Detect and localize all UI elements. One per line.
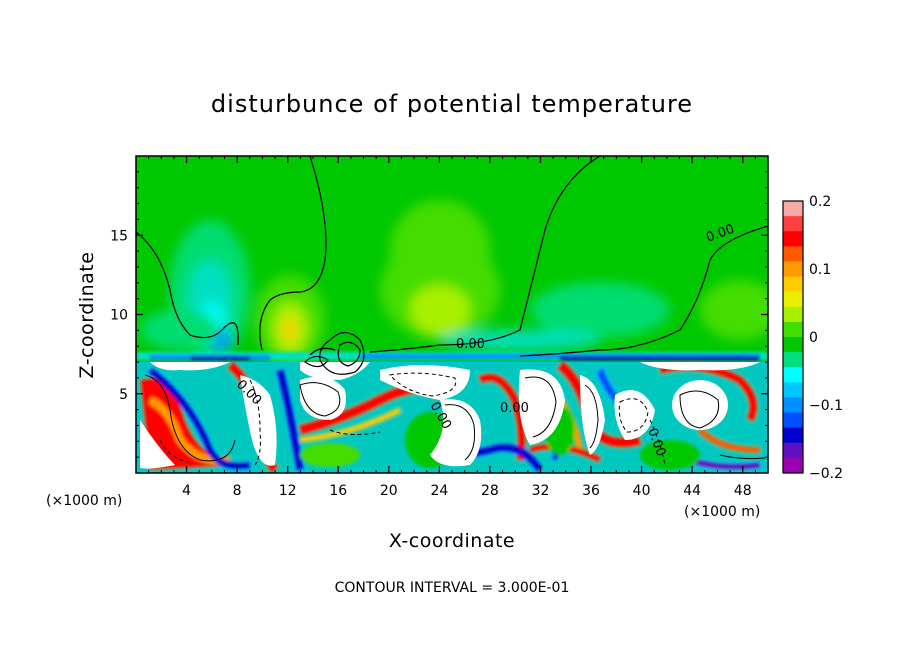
colorbar-swatch: [783, 397, 803, 414]
x-tick-label: 16: [329, 483, 347, 499]
colorbar-tick-label: −0.2: [809, 466, 843, 482]
colorbar-swatch: [783, 442, 803, 459]
colorbar-frame: [782, 200, 804, 474]
colorbar-swatch: [783, 427, 803, 444]
x-axis: 4 8 12 16 20 24 28 32 36 40 44 48: [148, 156, 756, 499]
colorbar-tick-label: 0.1: [809, 262, 831, 278]
x-tick-label: 4: [182, 483, 191, 499]
colorbar-swatch: [783, 276, 803, 293]
colorbar-swatch: [783, 367, 803, 383]
colorbar-swatch: [783, 231, 803, 247]
x-tick-label: 44: [683, 483, 701, 499]
x-unit-label: (×1000 m): [684, 504, 760, 520]
colorbar: 0.2 0.1 0 −0.1 −0.2: [782, 194, 843, 482]
colorbar-swatch: [783, 412, 803, 429]
colorbar-swatch: [783, 337, 803, 353]
colorbar-swatch: [783, 321, 803, 338]
colorbar-swatch: [783, 306, 803, 323]
y-tick-label: 15: [110, 228, 128, 244]
x-tick-label: 32: [532, 483, 550, 499]
colorbar-swatch: [783, 216, 803, 232]
colorbar-tick-label: −0.1: [809, 398, 843, 414]
x-axis-title: X-coordinate: [389, 530, 515, 552]
colorbar-swatch: [783, 291, 803, 308]
x-tick-label: 8: [233, 483, 242, 499]
x-tick-label: 12: [279, 483, 297, 499]
colorbar-swatch: [783, 261, 803, 278]
x-tick-label: 20: [380, 483, 398, 499]
chart-title: disturbunce of potential temperature: [211, 90, 693, 118]
y-tick-label: 5: [119, 387, 128, 403]
y-axis: 5 10 15: [110, 171, 768, 458]
colorbar-tick-label: 0: [809, 330, 818, 346]
x-tick-label: 24: [430, 483, 448, 499]
contour-label: 0.00: [456, 337, 485, 352]
colorbar-swatch: [783, 246, 803, 262]
contour-lines: [136, 156, 768, 375]
contour-interval: CONTOUR INTERVAL = 3.000E-01: [335, 580, 570, 596]
y-tick-label: 10: [110, 308, 128, 324]
y-unit-label: (×1000 m): [46, 493, 122, 509]
colorbar-swatch: [783, 457, 803, 474]
x-tick-label: 36: [582, 483, 600, 499]
x-tick-label: 48: [734, 483, 752, 499]
contour-label: 0.00: [500, 401, 529, 416]
colorbar-swatch: [783, 352, 803, 368]
x-tick-label: 28: [481, 483, 499, 499]
contour-lines-lower: [144, 372, 766, 466]
colorbar-swatch: [783, 201, 803, 217]
colorbar-tick-label: 0.2: [809, 194, 831, 210]
turbulent-layer: [136, 361, 768, 473]
plot-area: 0.00 0.00 0.00 0.00 0.00 0.00: [136, 156, 768, 473]
x-tick-label: 40: [633, 483, 651, 499]
y-axis-title: Z-coordinate: [76, 252, 98, 379]
upper-field: [140, 200, 768, 365]
inversion-band: [136, 352, 768, 360]
colorbar-swatch: [783, 382, 803, 398]
